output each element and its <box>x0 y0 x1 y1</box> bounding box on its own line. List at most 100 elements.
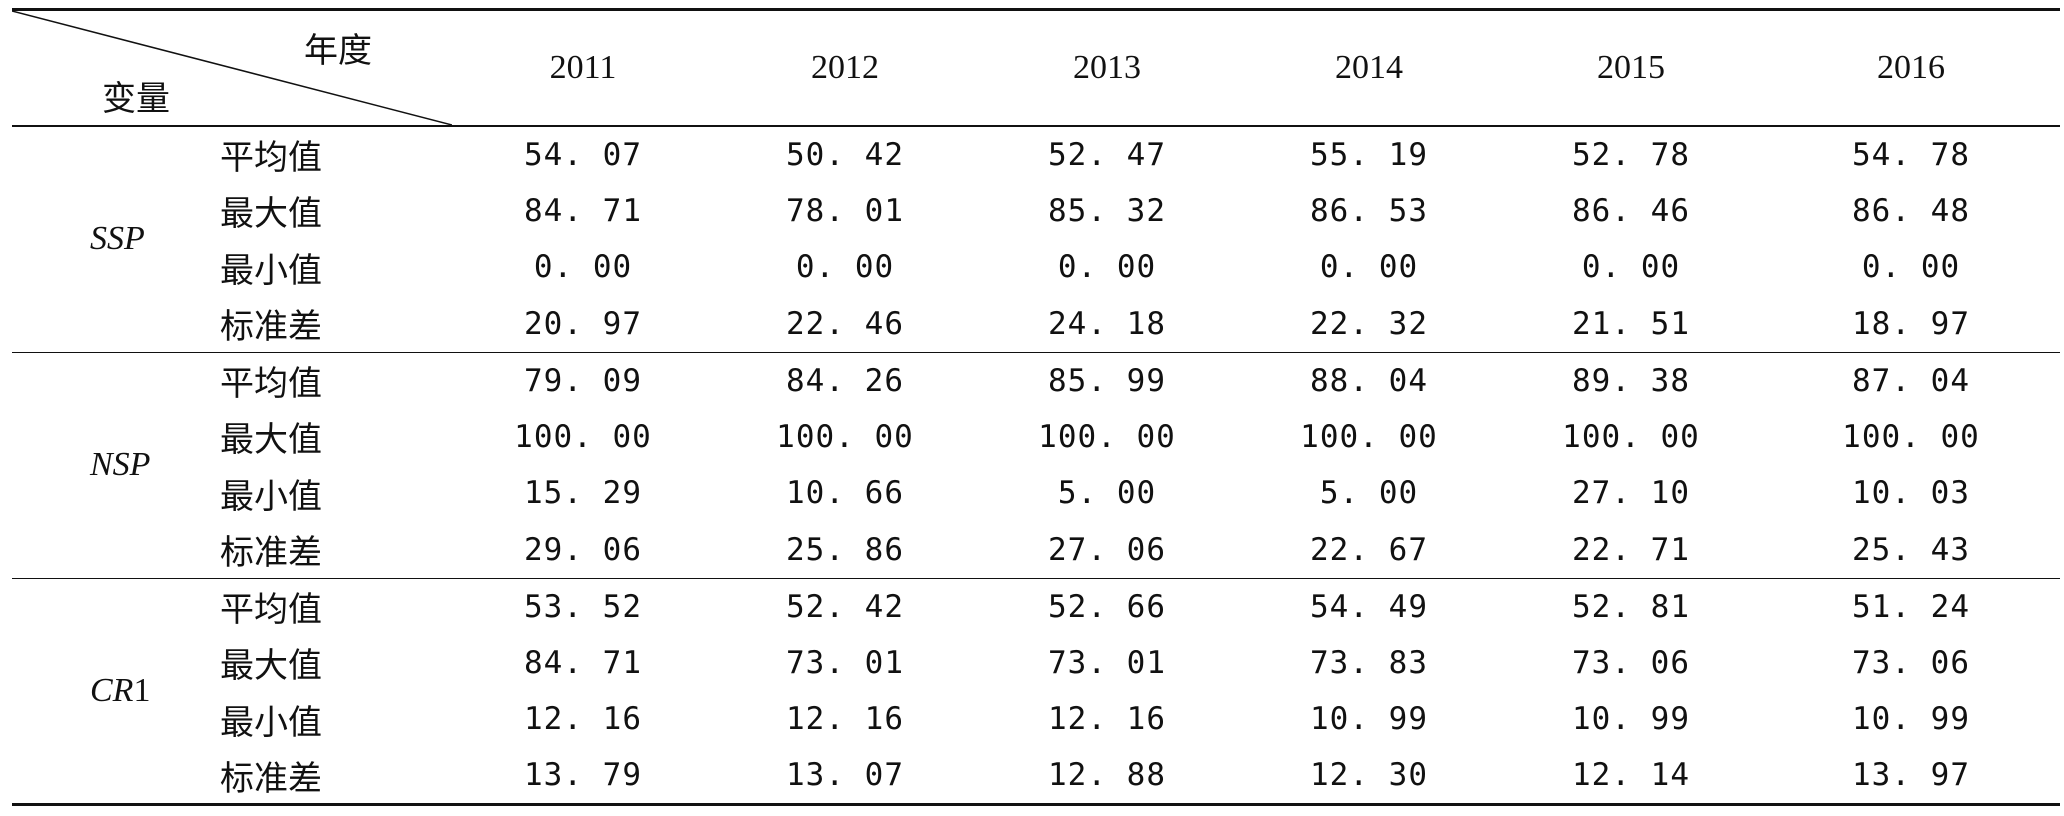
value-cell: 73. 83 <box>1310 644 1428 681</box>
table-row: 最大值 100. 00 100. 00 100. 00 100. 00 100. 00 10… <box>12 409 2060 466</box>
year-header-2011: 2011 <box>452 8 714 127</box>
variable-name-cell: SSP <box>12 126 220 352</box>
value-cell: 0. 00 <box>1861 249 1961 286</box>
variable-name-suffix: 1 <box>133 671 151 709</box>
statistic-label: 标准差 <box>220 307 322 347</box>
value-cell: 55. 19 <box>1310 136 1428 173</box>
variable-name-cell: NSP <box>12 351 220 578</box>
value-cell: 20. 97 <box>524 305 642 342</box>
value-cell: 100. 00 <box>1300 418 1438 455</box>
value-cell: 52. 66 <box>1048 588 1166 625</box>
statistic-label: 平均值 <box>220 138 322 179</box>
value-cell: 51. 24 <box>1852 588 1970 625</box>
value-cell: 88. 04 <box>1310 362 1428 399</box>
value-cell: 89. 38 <box>1572 362 1690 399</box>
variable-name: NSP <box>90 446 151 483</box>
table-row: CR1 平均值 53. 52 52. 42 52. 66 54. 49 52. 81 51. … <box>12 577 2060 806</box>
table-row: 最大值 84. 71 73. 01 73. 01 73. 83 73. 06 73. 06 <box>12 635 2060 692</box>
value-cell: 86. 48 <box>1852 192 1970 229</box>
value-cell: 78. 01 <box>786 192 904 229</box>
variable-name: SSP <box>90 220 145 258</box>
value-cell: 18. 97 <box>1852 305 1970 342</box>
value-cell: 100. 00 <box>1842 418 1980 455</box>
value-cell: 27. 06 <box>1048 531 1166 568</box>
value-cell: 27. 10 <box>1572 475 1690 512</box>
value-cell: 53. 52 <box>524 588 642 625</box>
value-cell: 54. 78 <box>1852 136 1970 173</box>
value-cell: 87. 04 <box>1852 362 1970 399</box>
value-cell: 12. 16 <box>786 701 904 738</box>
value-cell: 54. 07 <box>524 136 642 173</box>
year-header-2014: 2014 <box>1238 8 1500 127</box>
value-cell: 84. 71 <box>524 192 642 229</box>
table-row: 最小值 15. 29 10. 66 5. 00 5. 00 27. 10 10. 03 <box>12 465 2060 522</box>
value-cell: 73. 01 <box>1048 644 1166 681</box>
descriptive-statistics-table: 年度 变量 2011 2012 2013 2014 2015 2016 SSP 平… <box>12 8 2060 806</box>
value-cell: 12. 30 <box>1310 757 1428 793</box>
value-cell: 86. 46 <box>1572 192 1690 229</box>
value-cell: 52. 81 <box>1572 588 1690 625</box>
statistic-label: 标准差 <box>220 758 322 799</box>
value-cell: 0. 00 <box>1057 249 1157 286</box>
table-body: SSP 平均值 54. 07 50. 42 52. 47 55. 19 52. 78 54. … <box>12 126 2060 806</box>
value-cell: 25. 43 <box>1852 531 1970 568</box>
table-row: SSP 平均值 54. 07 50. 42 52. 47 55. 19 52. 78 54. … <box>12 126 2060 258</box>
diagonal-divider-line <box>12 11 452 125</box>
value-cell: 5. 00 <box>1057 475 1157 512</box>
value-cell: 22. 46 <box>786 305 904 342</box>
value-cell: 29. 06 <box>524 531 642 568</box>
value-cell: 13. 79 <box>524 757 642 793</box>
value-cell: 52. 47 <box>1048 136 1166 173</box>
year-header-2013: 2013 <box>976 8 1238 127</box>
value-cell: 100. 00 <box>1038 418 1176 455</box>
table-row: NSP 平均值 79. 09 84. 26 85. 99 88. 04 89. 38 87. … <box>12 351 2060 578</box>
value-cell: 54. 49 <box>1310 588 1428 625</box>
value-cell: 25. 86 <box>786 531 904 568</box>
value-cell: 10. 99 <box>1852 701 1970 738</box>
statistic-label: 最大值 <box>220 194 322 235</box>
table-row: 最小值 12. 16 12. 16 12. 16 10. 99 10. 99 10. 99 <box>12 691 2060 748</box>
value-cell: 5. 00 <box>1319 475 1419 512</box>
table-row: 标准差 20. 97 22. 46 24. 18 22. 32 21. 51 18. 97 <box>12 296 2060 353</box>
value-cell: 21. 51 <box>1572 305 1690 342</box>
value-cell: 84. 71 <box>524 644 642 681</box>
value-cell: 52. 42 <box>786 588 904 625</box>
statistic-label: 最小值 <box>220 250 322 291</box>
value-cell: 13. 97 <box>1852 757 1970 793</box>
year-header-2016: 2016 <box>1762 8 2060 127</box>
value-cell: 73. 01 <box>786 644 904 681</box>
year-header-2012: 2012 <box>714 8 976 127</box>
statistic-label: 标准差 <box>220 533 322 573</box>
value-cell: 12. 16 <box>1048 701 1166 738</box>
value-cell: 84. 26 <box>786 362 904 399</box>
value-cell: 100. 00 <box>1562 418 1700 455</box>
value-cell: 10. 99 <box>1310 701 1428 738</box>
year-header-2015: 2015 <box>1500 8 1762 127</box>
statistic-label: 最小值 <box>220 476 322 517</box>
header-row: 年度 变量 2011 2012 2013 2014 2015 2016 <box>12 8 2060 127</box>
value-cell: 0. 00 <box>1581 249 1681 286</box>
value-cell: 22. 67 <box>1310 531 1428 568</box>
value-cell: 22. 32 <box>1310 305 1428 342</box>
variable-axis-label: 变量 <box>102 79 170 119</box>
value-cell: 85. 99 <box>1048 362 1166 399</box>
value-cell: 100. 00 <box>776 418 914 455</box>
value-cell: 85. 32 <box>1048 192 1166 229</box>
value-cell: 24. 18 <box>1048 305 1166 342</box>
value-cell: 12. 16 <box>524 701 642 738</box>
value-cell: 12. 88 <box>1048 757 1166 793</box>
value-cell: 50. 42 <box>786 136 904 173</box>
variable-name: CR <box>90 671 134 709</box>
value-cell: 15. 29 <box>524 475 642 512</box>
value-cell: 52. 78 <box>1572 136 1690 173</box>
value-cell: 0. 00 <box>795 249 895 286</box>
value-cell: 0. 00 <box>533 249 633 286</box>
statistic-label: 平均值 <box>220 364 322 404</box>
statistic-label: 最大值 <box>220 646 322 687</box>
value-cell: 73. 06 <box>1852 644 1970 681</box>
statistic-label: 最小值 <box>220 702 322 743</box>
table-row: 最小值 0. 00 0. 00 0. 00 0. 00 0. 00 0. 00 <box>12 239 2060 296</box>
value-cell: 79. 09 <box>524 362 642 399</box>
statistic-label: 最大值 <box>220 420 322 461</box>
value-cell: 22. 71 <box>1572 531 1690 568</box>
